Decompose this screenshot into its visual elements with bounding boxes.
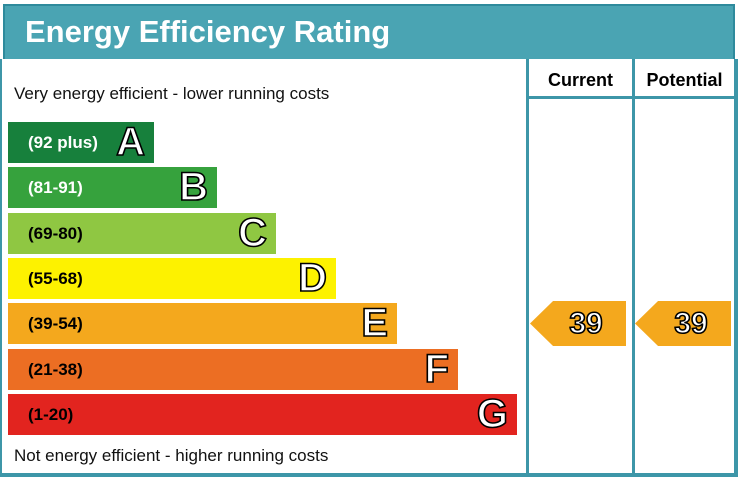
band-bar-c: (69-80) C — [8, 211, 276, 255]
band-bar-g: (1-20) G — [8, 392, 517, 436]
band-range-label: (39-54) — [28, 313, 83, 333]
band-bar-f: (21-38) F — [8, 347, 458, 391]
current-column-header: Current — [547, 70, 613, 90]
band-bar-b: (81-91) B — [8, 165, 217, 209]
current-column-divider — [526, 59, 529, 473]
band-bar-a: (92 plus) A — [8, 120, 154, 164]
chart-title-bar: Energy Efficiency Rating — [3, 4, 735, 61]
potential-column-divider — [632, 59, 635, 473]
band-bar-e: (39-54) E — [8, 301, 397, 345]
band-range-label: (55-68) — [28, 268, 83, 288]
column-header-underline — [526, 96, 734, 99]
band-letter: C — [237, 211, 267, 255]
potential-rating-arrow: 39 — [635, 301, 731, 346]
band-range-label: (69-80) — [28, 223, 83, 243]
potential-column-header: Potential — [646, 70, 723, 90]
band-bar-d: (55-68) D — [8, 256, 336, 300]
current-rating-value: 39 — [569, 306, 604, 341]
band-range-label: (81-91) — [28, 177, 83, 197]
band-letter: F — [424, 347, 450, 391]
top-note: Very energy efficient - lower running co… — [14, 84, 330, 103]
band-range-label: (21-38) — [28, 359, 83, 379]
band-letter: A — [115, 120, 145, 164]
band-range-label: (92 plus) — [28, 132, 98, 152]
band-letter: D — [297, 256, 327, 300]
bottom-note: Not energy efficient - higher running co… — [14, 446, 329, 465]
potential-rating-value: 39 — [674, 306, 709, 341]
band-range-label: (1-20) — [28, 404, 74, 424]
band-letter: B — [178, 165, 208, 209]
chart-body: Current Potential Very energy efficient … — [0, 59, 738, 477]
chart-title: Energy Efficiency Rating — [25, 14, 391, 49]
current-rating-arrow: 39 — [530, 301, 626, 346]
band-letter: E — [361, 301, 389, 345]
band-letter: G — [476, 392, 509, 436]
